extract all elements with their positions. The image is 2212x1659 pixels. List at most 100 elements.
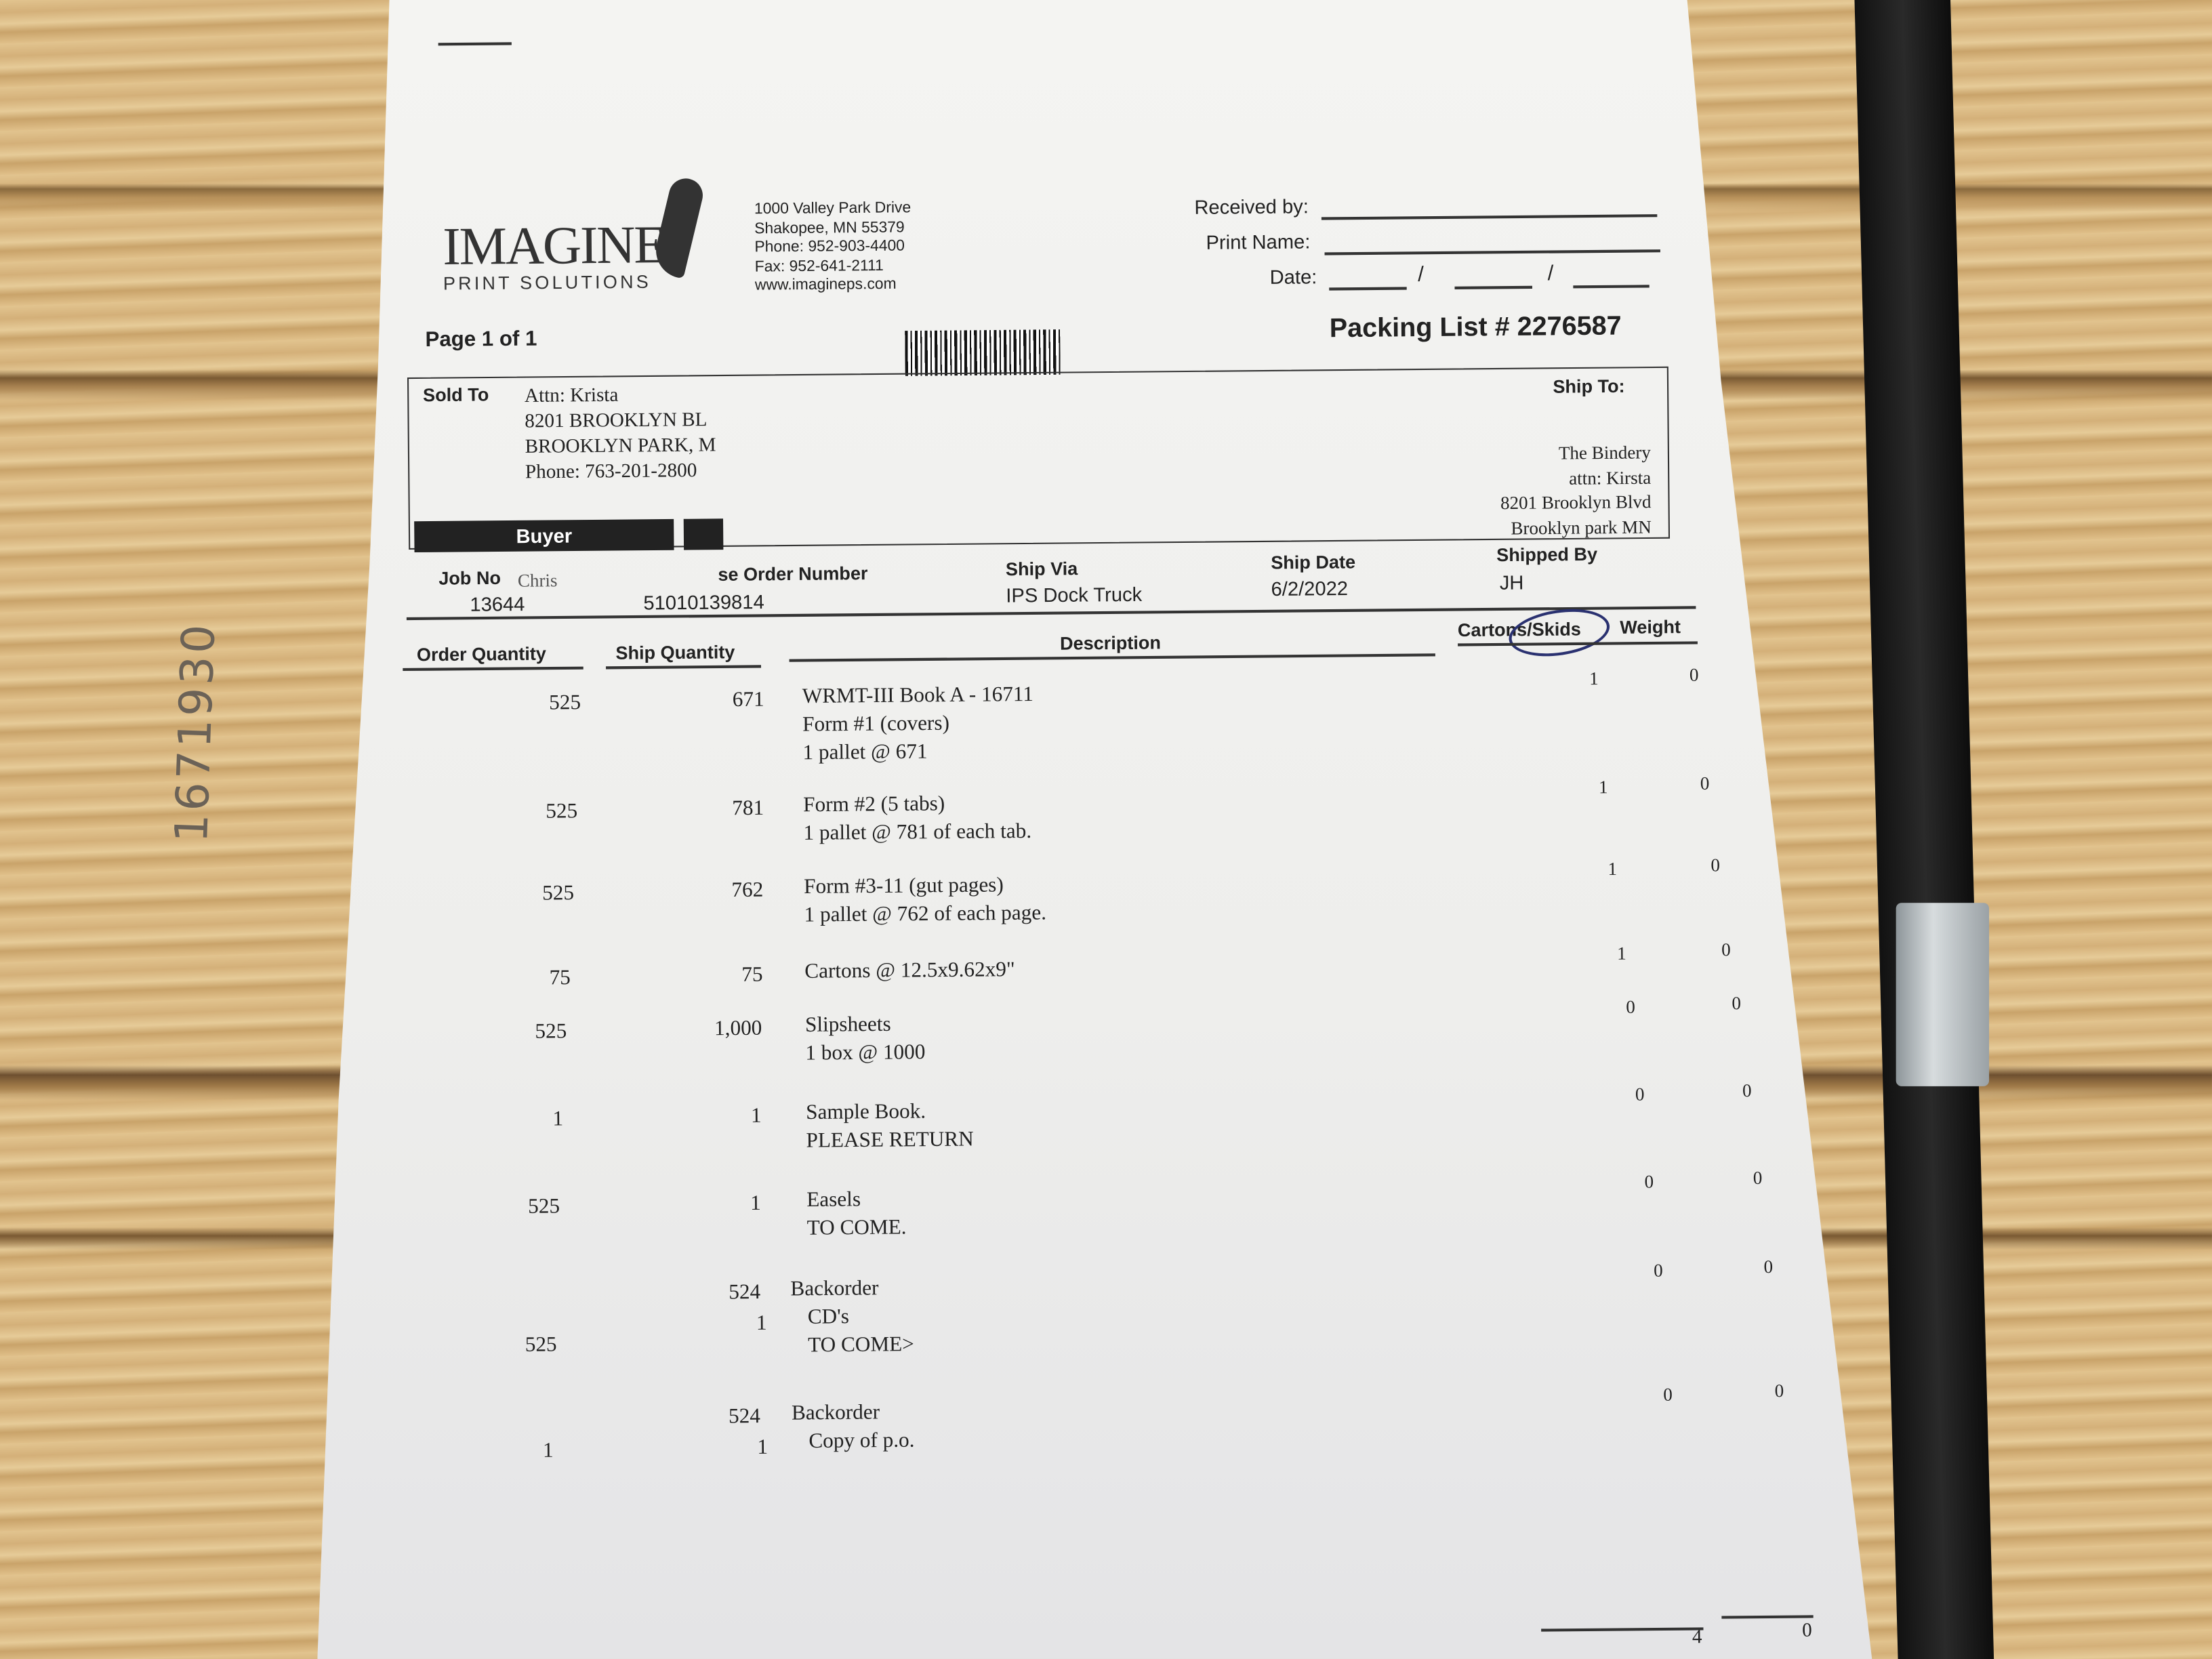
divider — [606, 665, 762, 669]
cartons-skids: 0 — [1663, 1383, 1673, 1405]
barcode — [905, 329, 1061, 376]
ship-date-value: 6/2/2022 — [1271, 576, 1349, 600]
ship-quantity: 1,000 — [714, 1017, 762, 1041]
cartons-skids: 0 — [1635, 1083, 1645, 1105]
date-day-field[interactable] — [1454, 285, 1532, 289]
logo-name: IMAGINE — [443, 216, 665, 277]
ship-quantity-header: Ship Quantity — [615, 641, 735, 663]
fax: Fax: 952-641-2111 — [754, 257, 884, 275]
cartons-skids: 1 — [1607, 857, 1618, 880]
cartons-skids: 0 — [1644, 1170, 1654, 1192]
weight: 0 — [1700, 772, 1710, 794]
ship-quantity: 671 — [732, 689, 764, 712]
print-name-field[interactable] — [1324, 249, 1660, 255]
order-quantity: 1 — [552, 1108, 564, 1131]
ship-to-line: Brooklyn park MN — [1511, 515, 1652, 538]
cartons-skids: 1 — [1616, 942, 1626, 964]
date-month-field[interactable] — [1329, 287, 1407, 290]
print-name-label: Print Name: — [1206, 230, 1311, 253]
order-quantity: 525 — [528, 1195, 560, 1219]
order-quantity: 1 — [542, 1439, 554, 1463]
description-line: 1 pallet @ 762 of each page. — [804, 902, 1047, 927]
description-line: 1 box @ 1000 — [805, 1042, 926, 1065]
received-by-field[interactable] — [1321, 214, 1658, 220]
handwritten-note: Chris — [517, 569, 558, 592]
table-row: 525 524 1 Backorder CD's TO COME> 0 0 — [0, 0, 2208, 1357]
ship-quantity: 75 — [741, 964, 763, 987]
sold-to-line: 8201 BROOKLYN BL — [525, 410, 708, 433]
description-line: TO COME> — [807, 1334, 914, 1357]
ship-to-line: attn: Kirsta — [1569, 466, 1652, 489]
order-quantity: 525 — [535, 1021, 567, 1044]
description-line: Slipsheets — [804, 1013, 891, 1038]
date-year-field[interactable] — [1573, 285, 1650, 288]
ship-quantity: 1 — [750, 1192, 761, 1216]
description-line: CD's — [807, 1306, 850, 1330]
order-quantity-header: Order Quantity — [416, 642, 547, 665]
table-row: 1 524 1 Backorder Copy of p.o. 0 0 — [0, 0, 2208, 1462]
ship-to-label: Ship To: — [1553, 375, 1625, 397]
weight-header: Weight — [1620, 616, 1681, 638]
packing-list-number: Packing List # 2276587 — [1329, 312, 1622, 344]
divider — [406, 606, 1696, 620]
address-line: 1000 Valley Park Drive — [754, 199, 912, 218]
strap-buckle — [1896, 903, 1990, 1086]
order-quantity: 525 — [542, 882, 575, 905]
phone: Phone: 952-903-4400 — [754, 237, 905, 256]
description-line: Form #2 (5 tabs) — [803, 793, 945, 817]
ship-via-header: Ship Via — [1005, 558, 1078, 580]
ship-quantity: 524 — [729, 1281, 761, 1305]
description-line: Copy of p.o. — [808, 1429, 915, 1454]
total-line — [1721, 1615, 1814, 1618]
cartons-skids: 0 — [1626, 996, 1635, 1017]
date-label: Date: — [1269, 265, 1317, 289]
order-quantity: 75 — [549, 967, 571, 990]
description-line: Sample Book. — [805, 1101, 926, 1125]
weight: 0 — [1721, 939, 1731, 960]
description-header: Description — [1059, 632, 1162, 654]
description-line: Backorder — [791, 1401, 880, 1425]
table-row: 525 1,000 Slipsheets 1 box @ 1000 0 0 — [0, 0, 2208, 1065]
job-no-value: 13644 — [470, 592, 525, 616]
ship-via-value: IPS Dock Truck — [1006, 582, 1143, 607]
description-line: Form #1 (covers) — [802, 712, 950, 737]
received-by-label: Received by: — [1194, 194, 1309, 219]
description-line: TO COME. — [806, 1216, 907, 1241]
table-row: 525 1 Easels TO COME. 0 0 — [0, 0, 2208, 1240]
divider — [403, 666, 583, 671]
description-line: 1 pallet @ 671 — [802, 741, 928, 765]
order-quantity: 525 — [546, 800, 578, 824]
shipped-by-header: Shipped By — [1496, 543, 1598, 566]
header-bar — [683, 518, 724, 550]
address-line: Shakopee, MN 55379 — [754, 218, 905, 237]
website: www.imagineps.com — [754, 276, 897, 294]
date-separator: / — [1547, 262, 1554, 286]
sold-to-line: BROOKLYN PARK, M — [525, 435, 716, 459]
ship-to-line: The Bindery — [1558, 441, 1652, 464]
cartons-skids: 0 — [1654, 1259, 1663, 1281]
ship-quantity: 524 — [728, 1406, 760, 1429]
description-line: WRMT-III Book A - 16711 — [802, 684, 1034, 709]
table-row: 75 75 Cartons @ 12.5x9.62x9" 1 0 — [0, 0, 2208, 990]
ship-date-header: Ship Date — [1271, 551, 1356, 573]
cartons-skids: 1 — [1589, 668, 1599, 689]
sold-to-line: Phone: 763-201-2800 — [525, 461, 697, 484]
date-separator: / — [1418, 262, 1425, 287]
company-logo: IMAGINE PRINT SOLUTIONS — [443, 214, 665, 293]
description-line: Backorder — [790, 1277, 879, 1301]
weight: 0 — [1711, 854, 1721, 876]
weight: 0 — [1732, 992, 1742, 1014]
shipped-by-value: JH — [1499, 571, 1524, 594]
total-line — [1541, 1627, 1704, 1631]
table-row: 525 781 Form #2 (5 tabs) 1 pallet @ 781 of … — [0, 0, 2208, 845]
order-quantity: 525 — [549, 692, 581, 715]
description-line: 1 pallet @ 781 of each tab. — [803, 820, 1032, 846]
ship-quantity: 1 — [756, 1312, 767, 1336]
mark — [438, 42, 512, 45]
table-row: 525 671 WRMT-III Book A - 16711 Form #1 (co… — [0, 0, 2208, 765]
weight: 0 — [1689, 663, 1699, 685]
sold-to-address: Attn: Krista 8201 BROOKLYN BL BROOKLYN P… — [525, 384, 716, 487]
logo-tagline: PRINT SOLUTIONS — [443, 270, 652, 294]
order-quantity: 525 — [525, 1334, 557, 1357]
ship-quantity: 1 — [757, 1436, 769, 1460]
